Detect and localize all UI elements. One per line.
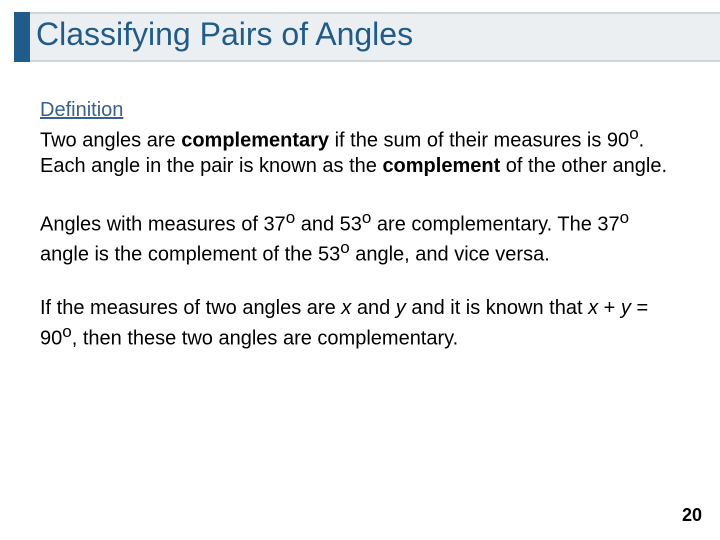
variable-paragraph: If the measures of two angles are x and … <box>40 296 680 352</box>
p1-bold-complementary: complementary <box>181 130 329 152</box>
p3-var-x: x <box>341 297 351 319</box>
p2-text-c: are complementary. The 37 <box>371 213 619 235</box>
p2-degree-1: o <box>286 208 295 227</box>
p3-var-y2: y <box>621 297 631 319</box>
p1-bold-complement: complement <box>382 155 500 177</box>
p3-text-c: and it is known that <box>406 297 588 319</box>
slide-title: Classifying Pairs of Angles <box>36 16 413 53</box>
p1-degree-1: o <box>629 124 638 143</box>
p3-text-a: If the measures of two angles are <box>40 297 341 319</box>
p1-text-d: of the other angle. <box>500 155 667 177</box>
p3-text-b: and <box>351 297 395 319</box>
p3-var-x2: x <box>588 297 598 319</box>
slide: Classifying Pairs of Angles Definition T… <box>0 0 720 540</box>
title-bar: Classifying Pairs of Angles <box>0 12 720 62</box>
p2-text-a: Angles with measures of 37 <box>40 213 286 235</box>
page-number: 20 <box>682 505 702 526</box>
p2-degree-3: o <box>620 208 629 227</box>
p2-degree-4: o <box>340 238 349 257</box>
p3-text-d: + <box>598 297 621 319</box>
content-area: Definition Two angles are complementary … <box>40 98 680 380</box>
example-paragraph: Angles with measures of 37o and 53o are … <box>40 207 680 268</box>
p2-text-d: angle is the complement of the 53 <box>40 244 340 266</box>
p1-text-b: if the sum of their measures is 90 <box>329 130 629 152</box>
p1-text-a: Two angles are <box>40 130 181 152</box>
definition-paragraph: Definition Two angles are complementary … <box>40 98 680 179</box>
p2-text-b: and 53 <box>295 213 362 235</box>
p3-var-y: y <box>396 297 406 319</box>
p3-degree-1: o <box>62 322 71 341</box>
definition-heading: Definition <box>40 98 680 123</box>
title-accent-block <box>14 12 30 62</box>
p2-text-e: angle, and vice versa. <box>350 244 550 266</box>
p2-degree-2: o <box>362 208 371 227</box>
p3-text-f: , then these two angles are complementar… <box>72 328 459 350</box>
